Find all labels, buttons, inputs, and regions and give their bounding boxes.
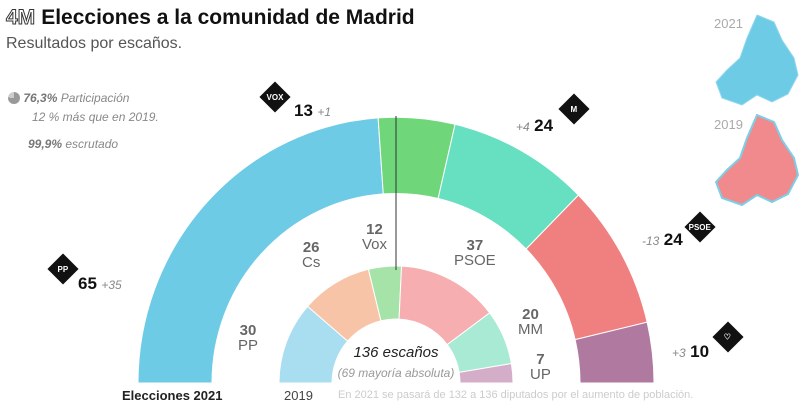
party: MM — [518, 321, 543, 338]
change: +1 — [317, 105, 332, 119]
change: +35 — [101, 278, 122, 292]
title-text: Elecciones a la comunidad de Madrid — [41, 6, 415, 29]
seats: 12 — [366, 221, 383, 238]
center-title: 136 escaños — [353, 344, 439, 361]
subtitle: Resultados por escaños. — [6, 35, 183, 52]
participation-label: Participación — [60, 91, 130, 105]
map-2021 — [715, 14, 799, 106]
segment-2019-up — [458, 363, 514, 384]
seats: 26 — [302, 239, 320, 256]
label-2019-psoe: 37 PSOE — [454, 238, 496, 268]
change: +3 — [672, 346, 686, 360]
label-2021-up: +3 10 — [672, 342, 709, 362]
seats: 30 — [239, 322, 257, 339]
party: Cs — [302, 254, 321, 271]
seats: 20 — [522, 306, 539, 323]
segment-elecciones-2021-pp — [137, 117, 384, 384]
madrid-maps — [714, 14, 800, 207]
label-2021-psoe: -13 24 — [642, 230, 683, 250]
label-2019-vox: 12 Vox — [362, 222, 387, 252]
party: PP — [238, 337, 259, 354]
title-tag: 4M — [5, 6, 36, 30]
label-2021-vox: 13 +1 — [294, 101, 331, 121]
seats: 65 — [78, 274, 97, 293]
pie-icon — [8, 92, 20, 104]
seats: 13 — [294, 101, 313, 120]
map-2019 — [714, 113, 800, 207]
participation-note: 12 % más que en 2019. — [32, 110, 159, 124]
participation-value: 76,3% — [23, 91, 58, 105]
segment-elecciones-2021-up — [574, 321, 655, 384]
label-2019-mm: 20 MM — [518, 307, 543, 337]
map-label-2019: 2019 — [714, 117, 743, 132]
party: UP — [530, 366, 551, 383]
change: -13 — [642, 234, 660, 248]
series-label-2021: Elecciones 2021 — [122, 388, 223, 403]
change: +4 — [516, 120, 530, 134]
party: Vox — [362, 236, 388, 253]
party: PSOE — [454, 252, 496, 269]
series-label-2019: 2019 — [284, 388, 313, 403]
counted-info: 99,9% escrutado — [28, 137, 118, 151]
center-note: (69 mayoría absoluta) — [337, 366, 455, 380]
participation-info: 76,3% Participación — [8, 91, 129, 105]
footnote: En 2021 se pasará de 132 a 136 diputados… — [338, 389, 694, 401]
seats: 24 — [663, 230, 683, 249]
map-label-2021: 2021 — [714, 16, 743, 31]
seats: 7 — [536, 351, 545, 368]
label-2019-up: 7 UP — [530, 352, 551, 382]
label-2019-cs: 26 Cs — [302, 240, 320, 270]
page-title: 4M Elecciones a la comunidad de Madrid — [5, 6, 415, 30]
seats: 37 — [466, 237, 484, 254]
counted-label: escrutado — [65, 137, 119, 151]
label-2021-pp: 65 +35 — [78, 274, 122, 294]
label-2021-mm: +4 24 — [516, 116, 553, 136]
label-2019-pp: 30 PP — [238, 323, 258, 353]
seats: 10 — [690, 342, 710, 361]
seats: 24 — [534, 116, 554, 135]
counted-value: 99,9% — [28, 137, 63, 151]
